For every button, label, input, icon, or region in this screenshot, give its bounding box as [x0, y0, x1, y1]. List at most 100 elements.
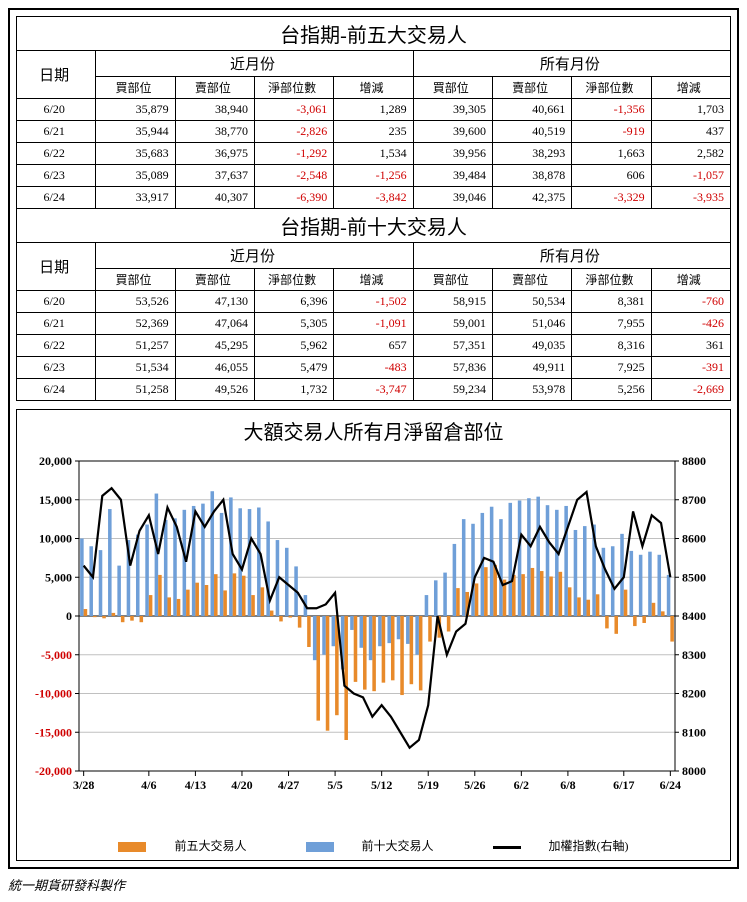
- col-header: 增減: [334, 269, 413, 291]
- cell-value: 57,836: [413, 357, 492, 379]
- svg-text:-20,000: -20,000: [35, 764, 72, 778]
- cell-value: 8,381: [572, 291, 651, 313]
- cell-date: 6/23: [17, 357, 96, 379]
- col-header: 賣部位: [492, 77, 571, 99]
- cell-value: 38,878: [492, 165, 571, 187]
- col-header: 買部位: [413, 269, 492, 291]
- svg-text:4/6: 4/6: [141, 778, 156, 792]
- legend-line: 加權指數(右軸): [549, 839, 629, 853]
- table-row: 6/2433,91740,307-6,390-3,84239,04642,375…: [17, 187, 731, 209]
- group-near: 近月份: [96, 243, 413, 269]
- cell-value: 5,305: [254, 313, 333, 335]
- cell-value: 51,258: [96, 379, 175, 401]
- cell-value: 1,534: [334, 143, 413, 165]
- svg-text:5/19: 5/19: [418, 778, 439, 792]
- cell-value: 53,526: [96, 291, 175, 313]
- svg-text:8100: 8100: [682, 725, 706, 739]
- svg-text:0: 0: [66, 609, 72, 623]
- col-header: 增減: [334, 77, 413, 99]
- cell-value: -2,826: [254, 121, 333, 143]
- cell-value: 51,534: [96, 357, 175, 379]
- col-date-header: 日期: [17, 243, 96, 291]
- cell-value: 40,307: [175, 187, 254, 209]
- cell-value: 5,256: [572, 379, 651, 401]
- cell-value: 38,770: [175, 121, 254, 143]
- cell-value: 1,732: [254, 379, 333, 401]
- svg-text:3/28: 3/28: [73, 778, 94, 792]
- table-row: 6/2351,53446,0555,479-48357,83649,9117,9…: [17, 357, 731, 379]
- cell-value: 51,257: [96, 335, 175, 357]
- cell-value: -1,356: [572, 99, 651, 121]
- group-all: 所有月份: [413, 51, 730, 77]
- chart-panel: 大額交易人所有月淨留倉部位 20,00015,00010,0005,0000-5…: [16, 409, 731, 861]
- cell-date: 6/21: [17, 313, 96, 335]
- svg-text:8400: 8400: [682, 609, 706, 623]
- cell-value: 8,316: [572, 335, 651, 357]
- svg-text:6/24: 6/24: [660, 778, 681, 792]
- footer-credit: 統一期貨研發科製作: [8, 875, 739, 894]
- cell-value: 50,534: [492, 291, 571, 313]
- cell-value: 39,484: [413, 165, 492, 187]
- col-header: 賣部位: [175, 77, 254, 99]
- cell-value: -391: [651, 357, 730, 379]
- cell-date: 6/20: [17, 99, 96, 121]
- cell-value: 1,703: [651, 99, 730, 121]
- svg-text:8000: 8000: [682, 764, 706, 778]
- cell-value: 235: [334, 121, 413, 143]
- cell-value: 36,975: [175, 143, 254, 165]
- cell-value: 361: [651, 335, 730, 357]
- cell-value: 35,683: [96, 143, 175, 165]
- legend-s10: 前十大交易人: [362, 839, 434, 853]
- col-header: 增減: [651, 77, 730, 99]
- cell-value: 49,035: [492, 335, 571, 357]
- cell-value: 35,879: [96, 99, 175, 121]
- svg-text:8700: 8700: [682, 493, 706, 507]
- svg-text:4/13: 4/13: [185, 778, 206, 792]
- svg-text:-10,000: -10,000: [35, 687, 72, 701]
- cell-value: -6,390: [254, 187, 333, 209]
- cell-date: 6/22: [17, 335, 96, 357]
- cell-value: 33,917: [96, 187, 175, 209]
- cell-value: -3,747: [334, 379, 413, 401]
- col-header: 賣部位: [492, 269, 571, 291]
- cell-value: -760: [651, 291, 730, 313]
- cell-value: -2,548: [254, 165, 333, 187]
- svg-text:15,000: 15,000: [39, 493, 72, 507]
- cell-value: 57,351: [413, 335, 492, 357]
- col-header: 買部位: [96, 269, 175, 291]
- cell-date: 6/23: [17, 165, 96, 187]
- svg-text:8200: 8200: [682, 687, 706, 701]
- col-header: 淨部位數: [572, 269, 651, 291]
- svg-text:6/8: 6/8: [560, 778, 575, 792]
- cell-value: -3,935: [651, 187, 730, 209]
- col-date-header: 日期: [17, 51, 96, 99]
- col-header: 淨部位數: [254, 269, 333, 291]
- cell-value: -3,329: [572, 187, 651, 209]
- cell-value: -3,842: [334, 187, 413, 209]
- table-row: 6/2451,25849,5261,732-3,74759,23453,9785…: [17, 379, 731, 401]
- table-row: 6/2251,25745,2955,96265757,35149,0358,31…: [17, 335, 731, 357]
- col-header: 淨部位數: [572, 77, 651, 99]
- net-position-chart: 20,00015,00010,0005,0000-5,000-10,000-15…: [21, 449, 726, 829]
- cell-value: 35,944: [96, 121, 175, 143]
- table-row: 6/2035,87938,940-3,0611,28939,30540,661-…: [17, 99, 731, 121]
- legend-s5: 前五大交易人: [174, 839, 246, 853]
- cell-value: 58,915: [413, 291, 492, 313]
- table-row: 6/2335,08937,637-2,548-1,25639,48438,878…: [17, 165, 731, 187]
- cell-value: -1,292: [254, 143, 333, 165]
- col-header: 賣部位: [175, 269, 254, 291]
- cell-value: 1,663: [572, 143, 651, 165]
- table-top5: 台指期-前五大交易人 日期 近月份 所有月份 買部位賣部位淨部位數增減買部位賣部…: [16, 16, 731, 401]
- cell-value: 59,001: [413, 313, 492, 335]
- cell-date: 6/22: [17, 143, 96, 165]
- cell-value: 39,046: [413, 187, 492, 209]
- cell-value: -426: [651, 313, 730, 335]
- cell-value: 37,637: [175, 165, 254, 187]
- cell-value: 59,234: [413, 379, 492, 401]
- svg-text:8500: 8500: [682, 570, 706, 584]
- svg-text:5/5: 5/5: [327, 778, 342, 792]
- cell-value: 53,978: [492, 379, 571, 401]
- cell-value: 40,661: [492, 99, 571, 121]
- cell-value: 5,479: [254, 357, 333, 379]
- cell-value: 35,089: [96, 165, 175, 187]
